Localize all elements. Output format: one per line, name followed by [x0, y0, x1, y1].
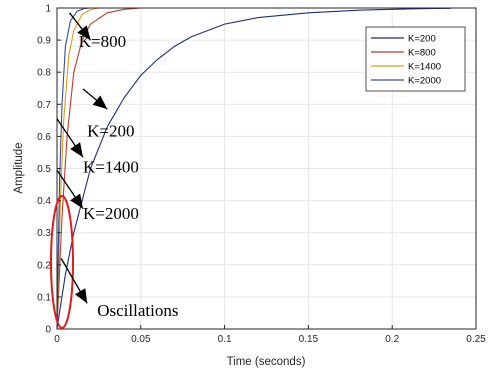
annotation-arrowhead	[92, 95, 108, 110]
legend-label: K=200	[408, 34, 436, 45]
y-tick-label: 0.1	[37, 292, 51, 303]
legend-label: K=2000	[408, 76, 441, 87]
annotation-label: K=200	[87, 121, 134, 140]
y-tick-label: 0.8	[37, 68, 51, 79]
x-tick-label: 0	[54, 334, 60, 345]
y-tick-label: 0.3	[37, 228, 51, 239]
x-tick-label: 0.05	[131, 334, 151, 345]
annotation-label: Oscillations	[97, 301, 178, 320]
annotation-arrowhead	[74, 288, 88, 304]
annotation-label: K=1400	[83, 158, 139, 177]
annotation-arrowhead	[77, 25, 91, 41]
annotation-arrowhead	[70, 142, 83, 158]
y-tick-label: 0.7	[37, 100, 51, 111]
y-tick-label: 0.5	[37, 164, 51, 175]
oscillation-highlight-ellipse	[50, 195, 74, 329]
y-tick-label: 0.2	[37, 260, 51, 271]
y-axis-label: Amplitude	[13, 142, 25, 193]
series-line-k-2000	[56, 7, 91, 330]
x-tick-label: 0.1	[218, 334, 232, 345]
annotation-label: K=2000	[83, 204, 139, 223]
y-tick-label: 0	[45, 325, 51, 336]
legend-label: K=1400	[408, 62, 441, 73]
series-line-k-800	[56, 7, 141, 330]
y-tick-label: 0.4	[37, 196, 51, 207]
x-tick-label: 0.2	[385, 334, 399, 345]
grid-lines	[56, 7, 477, 330]
x-tick-label: 0.25	[466, 334, 486, 345]
legend-label: K=800	[408, 48, 436, 59]
x-tick-label: 0.15	[299, 334, 319, 345]
series-line-k-200	[56, 7, 451, 330]
series-lines	[56, 7, 451, 330]
annotation-arrowhead	[70, 193, 83, 209]
y-tick-label: 0.6	[37, 132, 51, 143]
legend: K=200 K=800 K=1400 K=2000	[365, 26, 466, 92]
x-axis-ticks: 0 0.05 0.1 0.15 0.2 0.25	[54, 325, 486, 345]
annotations: K=800 K=200 K=1400 K=2000 Oscillations	[56, 12, 178, 320]
series-line-k-1400	[56, 7, 100, 330]
y-tick-label: 1	[45, 4, 51, 15]
annotation-label: K=800	[79, 32, 126, 51]
x-axis-label: Time (seconds)	[227, 356, 306, 368]
y-tick-label: 0.9	[37, 36, 51, 47]
